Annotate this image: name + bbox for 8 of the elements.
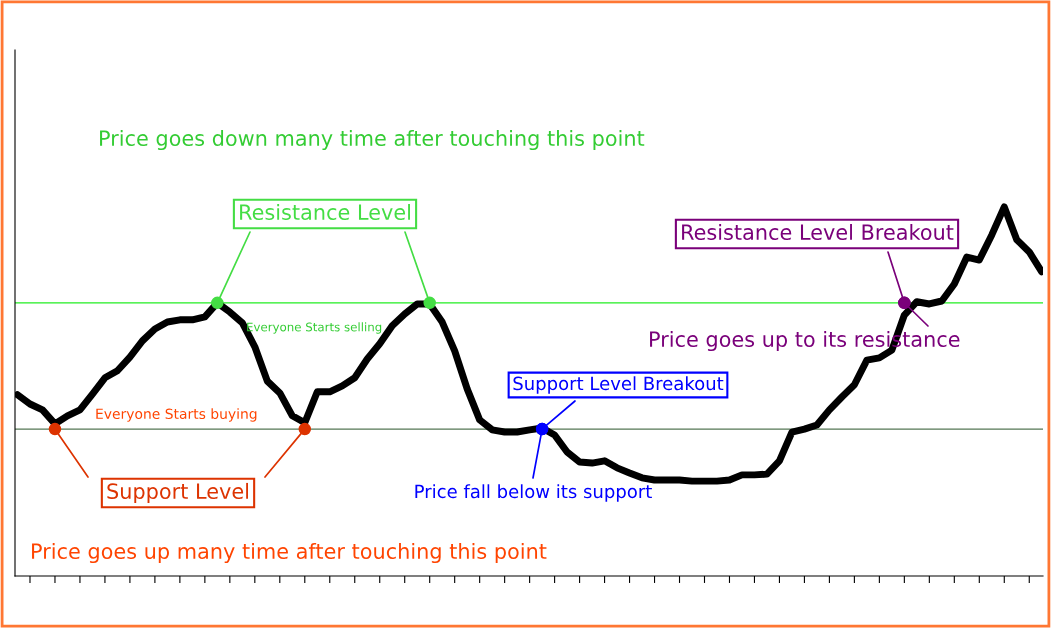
annotation: Support Level Breakout <box>513 376 724 394</box>
annotation: Price goes up many time after touching this point <box>32 542 547 564</box>
annotation: Support Level <box>107 482 249 504</box>
annotation: Price fall below its support <box>415 484 652 502</box>
text: Price goes down many time after touching this point <box>100 129 645 151</box>
annotation: Everyone Starts buying <box>96 408 257 422</box>
annotation: Resistance Level <box>240 203 410 221</box>
annotation: Resistance Level Breakout <box>682 223 954 241</box>
